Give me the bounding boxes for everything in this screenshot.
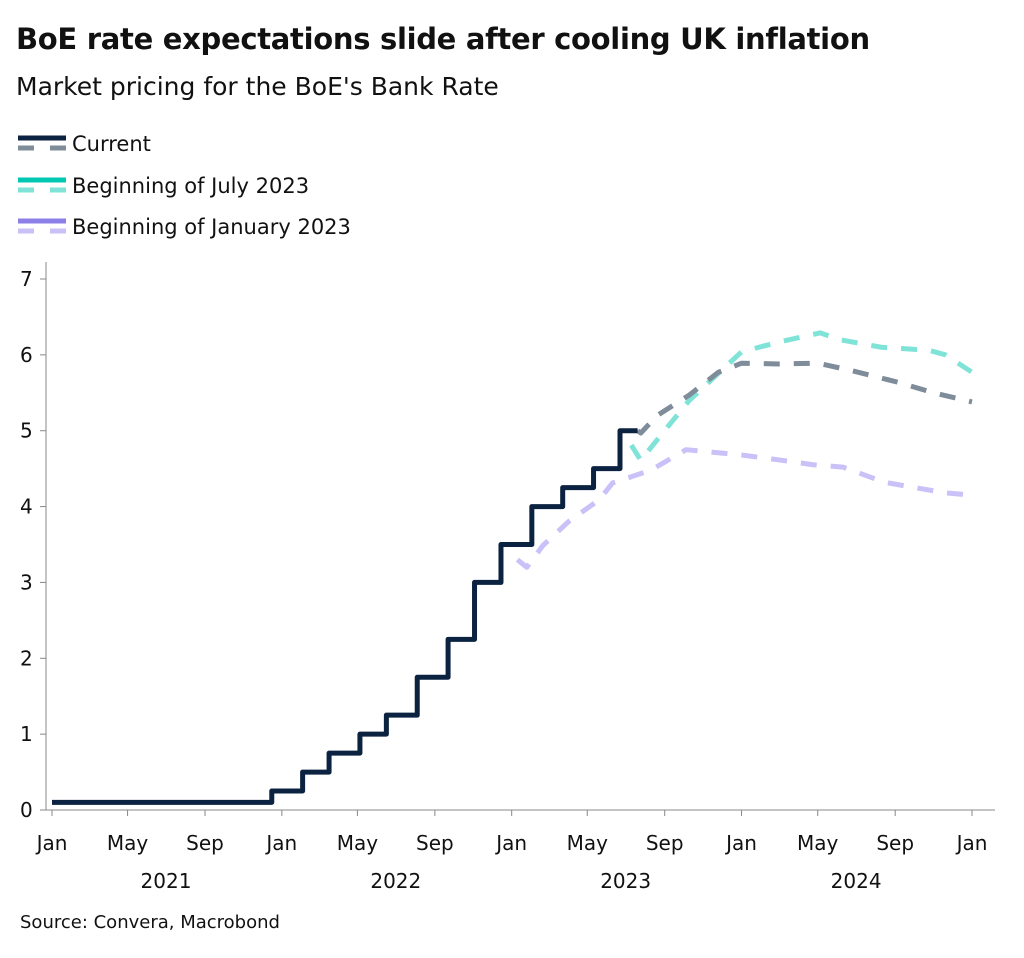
x-year-label: 2022 — [370, 869, 421, 893]
x-tick-label: Jan — [494, 831, 527, 855]
legend-swatch — [18, 135, 66, 151]
y-tick-label: 2 — [20, 646, 33, 670]
x-tick-label: Jan — [35, 831, 68, 855]
series-line-beginning-of-july-2023 — [629, 330, 974, 463]
legend-item-july-2023: Beginning of July 2023 — [18, 174, 309, 198]
y-tick-label: 6 — [20, 343, 33, 367]
x-tick-label: May — [107, 831, 149, 855]
legend-item-january-2023: Beginning of January 2023 — [18, 215, 351, 239]
x-tick-label: Sep — [416, 831, 454, 855]
source-note: Source: Convera, Macrobond — [20, 912, 280, 933]
x-tick-label: May — [797, 831, 839, 855]
legend-swatch — [18, 218, 66, 234]
series-line-current — [52, 428, 638, 805]
x-tick-label: May — [567, 831, 609, 855]
legend-swatch — [18, 177, 66, 193]
x-year-label: 2024 — [831, 869, 882, 893]
chart-title: BoE rate expectations slide after coolin… — [16, 22, 870, 56]
y-tick-label: 0 — [20, 798, 33, 822]
chart-subtitle: Market pricing for the BoE's Bank Rate — [16, 72, 499, 101]
x-tick-label: Sep — [646, 831, 684, 855]
x-year-label: 2021 — [141, 869, 192, 893]
y-tick-label: 5 — [20, 419, 33, 443]
y-tick-label: 1 — [20, 722, 33, 746]
series-line-beginning-of-january-2023 — [515, 447, 973, 570]
x-tick-label: May — [337, 831, 379, 855]
y-tick-label: 3 — [20, 570, 33, 594]
legend-label: Current — [72, 132, 151, 156]
x-tick-label: Sep — [186, 831, 224, 855]
x-tick-label: Jan — [264, 831, 297, 855]
x-tick-label: Jan — [955, 831, 988, 855]
legend-label: Beginning of January 2023 — [72, 215, 351, 239]
legend-item-current: Current — [18, 132, 151, 156]
x-tick-label: Jan — [724, 831, 757, 855]
y-tick-label: 7 — [20, 267, 33, 291]
x-year-label: 2023 — [600, 869, 651, 893]
legend-label: Beginning of July 2023 — [72, 174, 310, 198]
series-line-current — [636, 360, 973, 436]
x-tick-label: Sep — [876, 831, 914, 855]
y-tick-label: 4 — [20, 495, 33, 519]
